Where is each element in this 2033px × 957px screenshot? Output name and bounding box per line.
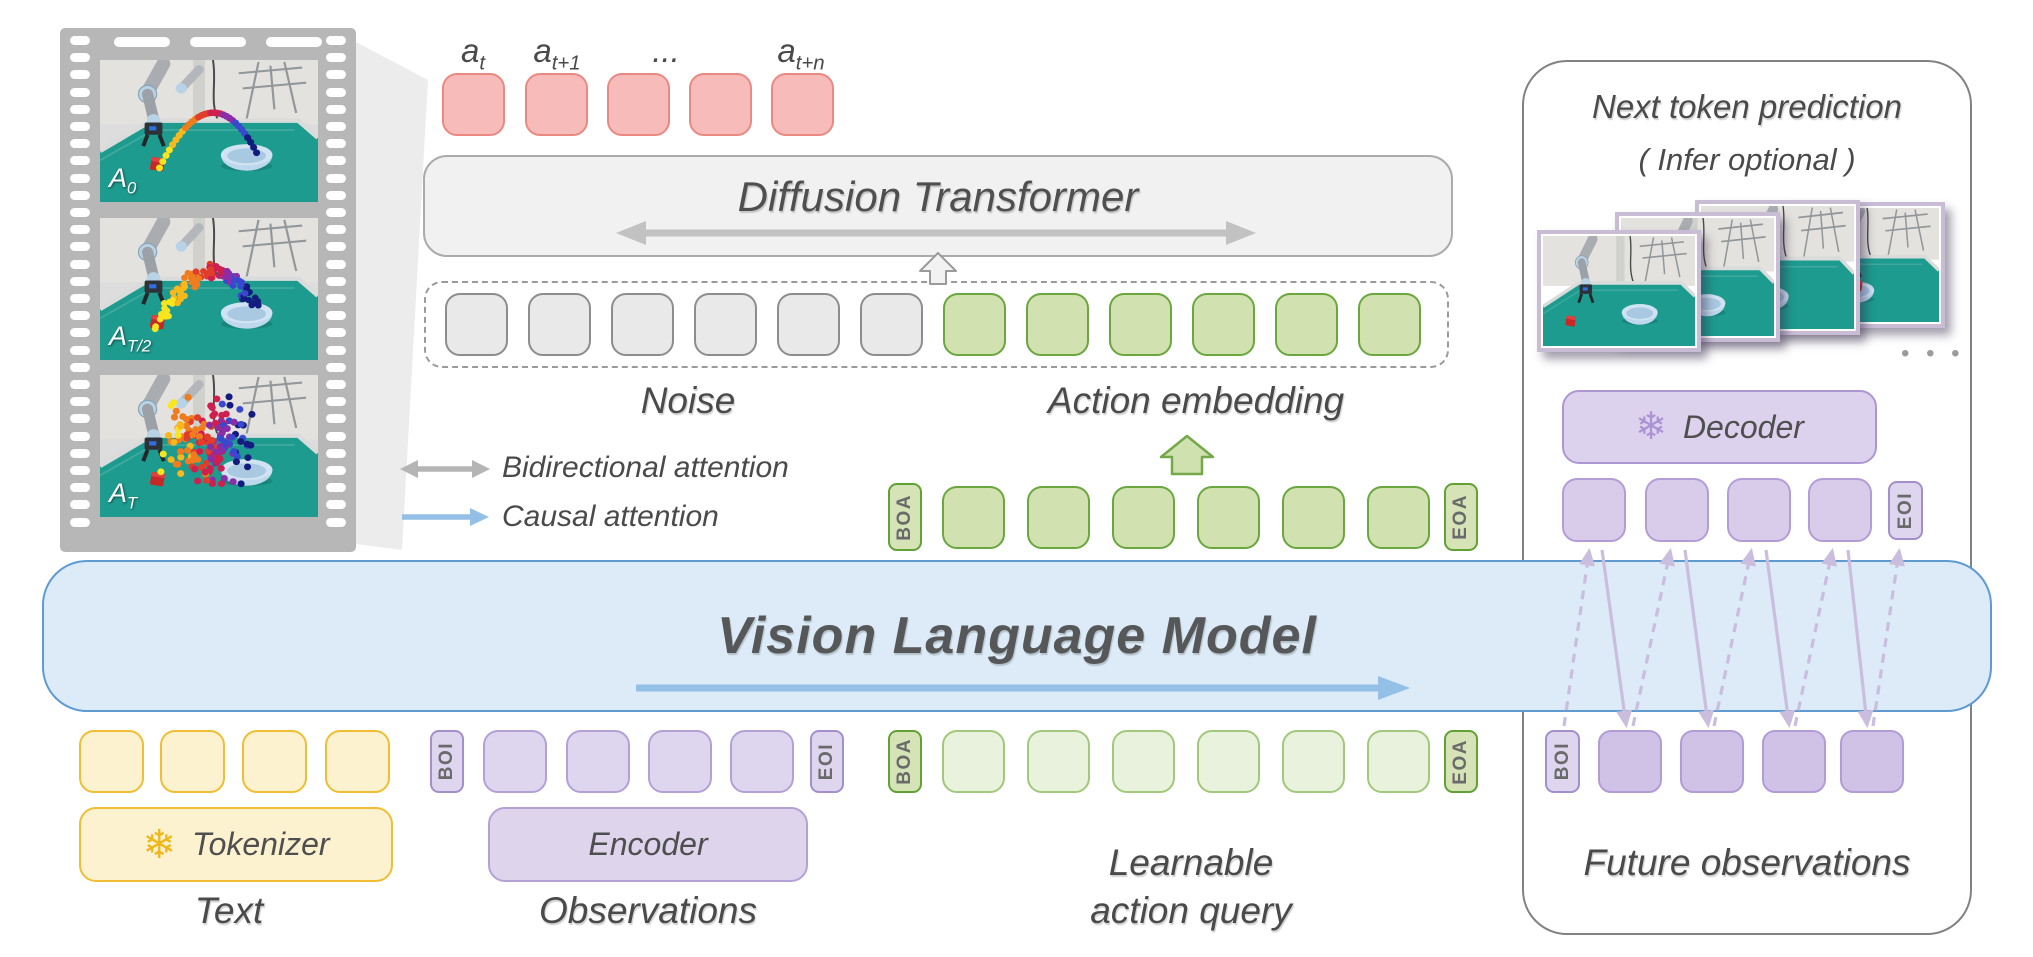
frame-label: AT [109,477,138,512]
noise-token [611,293,674,356]
vision-language-model-bar: Vision Language Model [42,560,1992,712]
observations-branch-label: Observations [539,890,757,931]
vlm-title: Vision Language Model [717,607,1317,665]
legend-bidirectional-label: Bidirectional attention [502,451,789,484]
noise-token [445,293,508,356]
action-label-at: at [460,32,486,75]
future-frame-1 [1537,230,1701,352]
noise-token [694,293,757,356]
learnable-query-token [1112,730,1175,793]
text-token [325,730,390,793]
text-token [160,730,225,793]
legend-causal-label: Causal attention [502,500,719,533]
text-token [79,730,144,793]
action-query-embedding-token [1197,486,1260,549]
noise-token [528,293,591,356]
action-query-embedding-token [1282,486,1345,549]
action-query-embedding-token [1112,486,1175,549]
predicted-observation-token [1562,478,1626,542]
action-embedding-token [1358,293,1421,356]
eoi-tag: EOI [1888,481,1923,540]
action-embedding-token [1275,293,1338,356]
tokenizer-label: Tokenizer [191,826,330,862]
eoa-tag: EOA [1444,483,1478,551]
film-strip: A0 AT/2 AT [60,28,356,552]
predicted-action-token [525,73,588,136]
noise-token [777,293,840,356]
learnable-query-token [1197,730,1260,793]
future-observations-label: Future observations [1583,842,1911,883]
predicted-action-token [771,73,834,136]
observation-token [648,730,712,793]
predicted-observation-token [1808,478,1872,542]
action-label-at1: at+1 [533,32,581,75]
diffusion-transformer-title: Diffusion Transformer [737,173,1139,220]
eoi-tag: EOI [810,730,844,793]
encoder-box: Encoder [488,807,808,882]
panel-title: Next token prediction [1591,88,1902,125]
observation-token [483,730,547,793]
noise-label: Noise [640,380,736,421]
action-embedding-token [1192,293,1255,356]
action-embedding-token [1109,293,1172,356]
future-observation-token [1762,730,1826,793]
panel-subtitle: ( Infer optional ) [1638,142,1856,177]
frames-ellipsis: • • • [1901,340,1965,367]
future-observation-token [1598,730,1662,793]
noise-token [860,293,923,356]
observation-token [566,730,630,793]
boa-tag: BOA [888,483,922,551]
action-query-embedding-token [942,486,1005,549]
frame-label: A0 [109,162,137,197]
action-query-embedding-token [1367,486,1430,549]
learnable-query-token [1027,730,1090,793]
predicted-action-token [442,73,505,136]
decoder-box: ❄ Decoder [1562,390,1877,464]
action-query-embedding-token [1027,486,1090,549]
action-label-dots: ... [652,32,680,69]
boa-tag: BOA [888,730,922,793]
boi-tag: BOI [430,730,464,793]
learnable-query-label-line1: Learnable [1108,842,1274,883]
boi-tag: BOI [1545,730,1580,793]
diffusion-transformer-box: Diffusion Transformer [423,155,1453,257]
tokenizer-box: ❄ Tokenizer [79,807,393,882]
film-frame-a0: A0 [100,60,318,202]
learnable-query-token [1367,730,1430,793]
future-observation-token [1840,730,1904,793]
encoder-label: Encoder [588,826,708,862]
frame-label: AT/2 [109,320,152,355]
text-branch-label: Text [194,890,264,931]
predicted-observation-token [1645,478,1709,542]
film-frame-at2: AT/2 [100,218,318,360]
film-frame-at: AT [100,375,318,517]
action-embedding-token [943,293,1006,356]
snowflake-icon: ❄ [142,822,176,867]
action-label-atn: at+n [777,32,825,75]
predicted-action-token [689,73,752,136]
eoa-tag: EOA [1444,730,1478,793]
learnable-query-token [942,730,1005,793]
future-observation-token [1680,730,1744,793]
action-embedding-token [1026,293,1089,356]
learnable-query-token [1282,730,1345,793]
snowflake-icon: ❄ [1635,406,1667,448]
action-embedding-label: Action embedding [1047,380,1345,421]
decoder-label: Decoder [1682,408,1804,445]
observation-token [730,730,794,793]
predicted-observation-token [1727,478,1791,542]
learnable-query-label-line2: action query [1090,890,1292,931]
text-token [242,730,307,793]
predicted-action-token [607,73,670,136]
